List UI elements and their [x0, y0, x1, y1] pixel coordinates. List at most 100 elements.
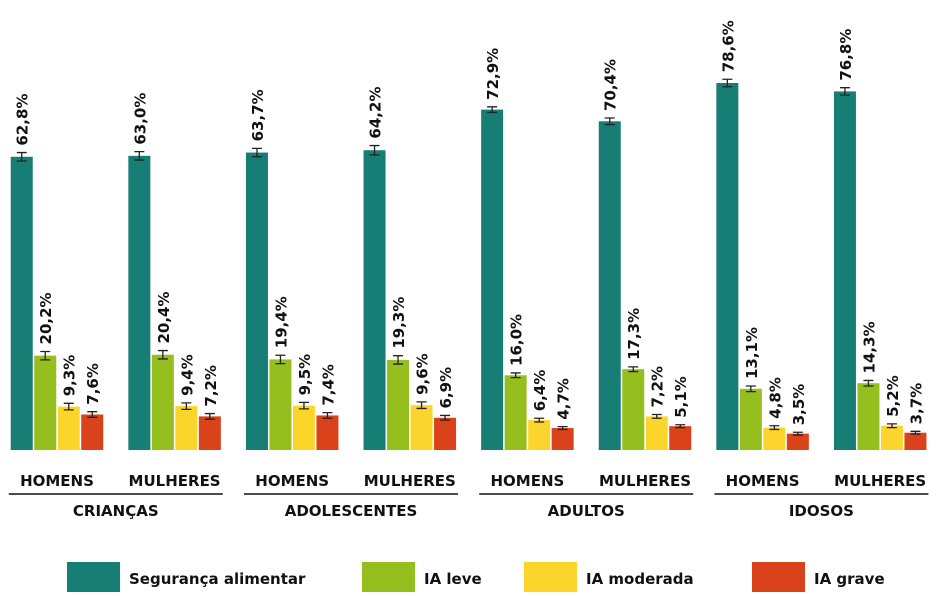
- value-label: 62,8%: [14, 94, 32, 146]
- error-bar: [369, 144, 380, 156]
- bar: [481, 109, 504, 450]
- value-label: 6,4%: [531, 370, 549, 412]
- value-label: 20,2%: [37, 292, 55, 344]
- value-label: 70,4%: [602, 59, 620, 111]
- category-label: HOMENS: [726, 472, 800, 490]
- bar: [292, 405, 315, 450]
- value-label: 5,2%: [884, 375, 902, 417]
- legend-label: IA leve: [424, 570, 482, 588]
- bar: [528, 420, 551, 450]
- error-bar: [651, 413, 662, 419]
- error-bar: [181, 402, 192, 411]
- error-bar: [393, 355, 404, 365]
- bar: [175, 406, 198, 450]
- bar: [645, 416, 668, 450]
- error-bar: [628, 366, 639, 373]
- legend-label: Segurança alimentar: [129, 570, 306, 588]
- error-bar: [534, 417, 545, 423]
- value-label: 17,3%: [625, 308, 643, 360]
- bar: [763, 427, 786, 450]
- value-label: 19,3%: [390, 297, 408, 349]
- bar: [880, 425, 903, 450]
- bar: [34, 355, 57, 450]
- error-bar: [275, 354, 286, 365]
- value-label: 4,8%: [766, 377, 784, 419]
- value-label: 7,2%: [649, 366, 667, 408]
- bar: [10, 156, 33, 450]
- error-bar: [769, 425, 780, 431]
- bar: [245, 152, 268, 451]
- error-bar: [440, 414, 451, 421]
- value-label: 9,4%: [178, 354, 196, 396]
- value-label: 3,7%: [907, 383, 925, 425]
- bar: [504, 375, 527, 450]
- bar: [269, 359, 292, 450]
- group-label: ADOLESCENTES: [285, 502, 418, 520]
- error-bar: [63, 402, 74, 411]
- error-bar: [487, 106, 498, 114]
- value-label: 6,9%: [437, 367, 455, 409]
- value-label: 78,6%: [719, 20, 737, 72]
- value-label: 76,8%: [837, 29, 855, 81]
- error-bar: [322, 411, 333, 419]
- category-label: MULHERES: [834, 472, 926, 490]
- error-bar: [16, 151, 27, 162]
- bar: [833, 91, 856, 451]
- bar: [857, 383, 880, 450]
- error-bar: [604, 117, 615, 126]
- error-bar: [722, 78, 733, 88]
- error-bar: [134, 150, 145, 161]
- category-label: MULHERES: [599, 472, 691, 490]
- error-bar: [251, 147, 262, 158]
- bar: [316, 415, 339, 450]
- legend-swatch: [752, 562, 805, 592]
- category-label: HOMENS: [490, 472, 564, 490]
- error-bar: [886, 423, 897, 429]
- error-bar: [792, 431, 803, 436]
- bar: [551, 428, 574, 450]
- error-bar: [416, 401, 427, 410]
- value-label: 9,3%: [61, 355, 79, 397]
- group-label: IDOSOS: [789, 502, 854, 520]
- value-label: 63,7%: [249, 89, 267, 141]
- value-label: 7,6%: [84, 363, 102, 405]
- error-bar: [157, 349, 168, 360]
- error-bar: [839, 87, 850, 96]
- category-label: MULHERES: [364, 472, 456, 490]
- bar: [151, 354, 174, 450]
- group-label: CRIANÇAS: [73, 502, 159, 520]
- bar: [57, 406, 80, 450]
- category-label: MULHERES: [129, 472, 221, 490]
- value-label: 16,0%: [508, 314, 526, 366]
- bar: [598, 121, 621, 450]
- legend-swatch: [524, 562, 577, 592]
- error-bar: [745, 385, 756, 393]
- bar: [786, 433, 809, 450]
- bar: [387, 359, 410, 450]
- value-label: 5,1%: [672, 376, 690, 418]
- value-label: 72,9%: [484, 48, 502, 100]
- category-label: HOMENS: [255, 472, 329, 490]
- bar: [904, 432, 927, 450]
- error-bar: [40, 350, 51, 361]
- value-label: 9,6%: [414, 353, 432, 395]
- legend-label: IA grave: [814, 570, 885, 588]
- bar: [81, 414, 104, 450]
- legend-label: IA moderada: [586, 570, 694, 588]
- bar: [198, 416, 221, 450]
- legend-swatch: [362, 562, 415, 592]
- bar: [410, 405, 433, 450]
- error-bar: [510, 372, 521, 379]
- value-label: 20,4%: [155, 291, 173, 343]
- error-bar: [298, 401, 309, 410]
- bar: [622, 369, 645, 450]
- error-bar: [557, 426, 568, 431]
- group-label: ADULTOS: [548, 502, 625, 520]
- value-label: 7,4%: [319, 364, 337, 406]
- error-bar: [87, 411, 98, 418]
- value-label: 19,4%: [272, 296, 290, 348]
- value-label: 9,5%: [296, 354, 314, 396]
- category-label: HOMENS: [20, 472, 94, 490]
- error-bar: [910, 430, 921, 435]
